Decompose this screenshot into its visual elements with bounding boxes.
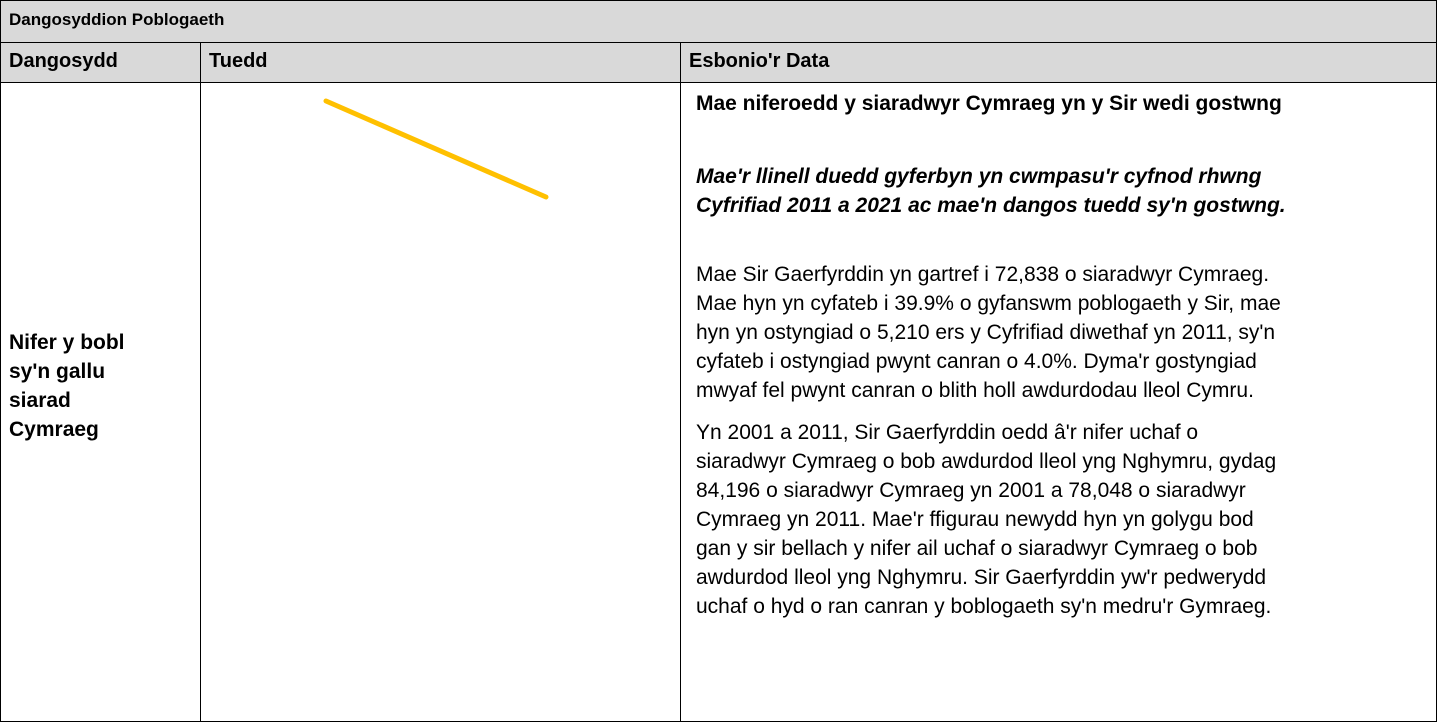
indicator-line: Cymraeg <box>9 418 99 441</box>
paragraph-line: Yn 2001 a 2011, Sir Gaerfyrddin oedd â'r… <box>696 421 1199 444</box>
column-header: Tuedd <box>200 42 681 83</box>
paragraph-line: Cymraeg yn 2011. Mae'r ffigurau newydd h… <box>696 508 1254 531</box>
explanation-heading: Mae niferoedd y siaradwyr Cymraeg yn y S… <box>696 92 1282 115</box>
indicator-line: Nifer y bobl <box>9 331 125 354</box>
column-header: Esbonio'r Data <box>680 42 1437 83</box>
explanation-cell: Mae niferoedd y siaradwyr Cymraeg yn y S… <box>680 82 1437 722</box>
explanation-text: Mae Sir Gaerfyrddin yn gartref i 72,838 … <box>696 260 1436 621</box>
paragraph-line: awdurdod lleol yng Nghymru. Sir Gaerfyrd… <box>696 566 1267 589</box>
paragraph-line: gan y sir bellach y nifer ail uchaf o si… <box>696 537 1258 560</box>
paragraph: Yn 2001 a 2011, Sir Gaerfyrddin oedd â'r… <box>696 418 1436 621</box>
paragraph-line: 84,196 o siaradwyr Cymraeg yn 2001 a 78,… <box>696 479 1246 502</box>
note-line: Mae'r llinell duedd gyferbyn yn cwmpasu'… <box>696 165 1262 188</box>
indicator-line: siarad <box>9 389 71 412</box>
table-title: Dangosyddion Poblogaeth <box>0 0 1437 43</box>
paragraph-line: uchaf o hyd o ran canran y boblogaeth sy… <box>696 595 1272 618</box>
trend-cell <box>200 82 681 722</box>
paragraph-line: cyfateb i ostyngiad pwynt canran o 4.0%.… <box>696 350 1257 373</box>
paragraph: Mae Sir Gaerfyrddin yn gartref i 72,838 … <box>696 260 1436 405</box>
paragraph-line: Mae Sir Gaerfyrddin yn gartref i 72,838 … <box>696 263 1270 286</box>
trend-line <box>323 98 549 200</box>
column-header: Dangosydd <box>0 42 201 83</box>
paragraph-line: mwyaf fel pwynt canran o blith holl awdu… <box>696 379 1254 402</box>
note-line: Cyfrifiad 2011 a 2021 ac mae'n dangos tu… <box>696 194 1286 217</box>
paragraph-line: hyn yn ostyngiad o 5,210 ers y Cyfrifiad… <box>696 321 1276 344</box>
paragraph-line: siaradwyr Cymraeg o bob awdurdod lleol y… <box>696 450 1277 473</box>
explanation-note: Mae'r llinell duedd gyferbyn yn cwmpasu'… <box>696 162 1436 220</box>
indicator-cell: Nifer y bobl sy'n gallu siarad Cymraeg <box>0 82 201 722</box>
indicator-line: sy'n gallu <box>9 360 106 383</box>
trend-icon <box>323 98 549 200</box>
paragraph-line: Mae hyn yn cyfateb i 39.9% o gyfanswm po… <box>696 292 1281 315</box>
